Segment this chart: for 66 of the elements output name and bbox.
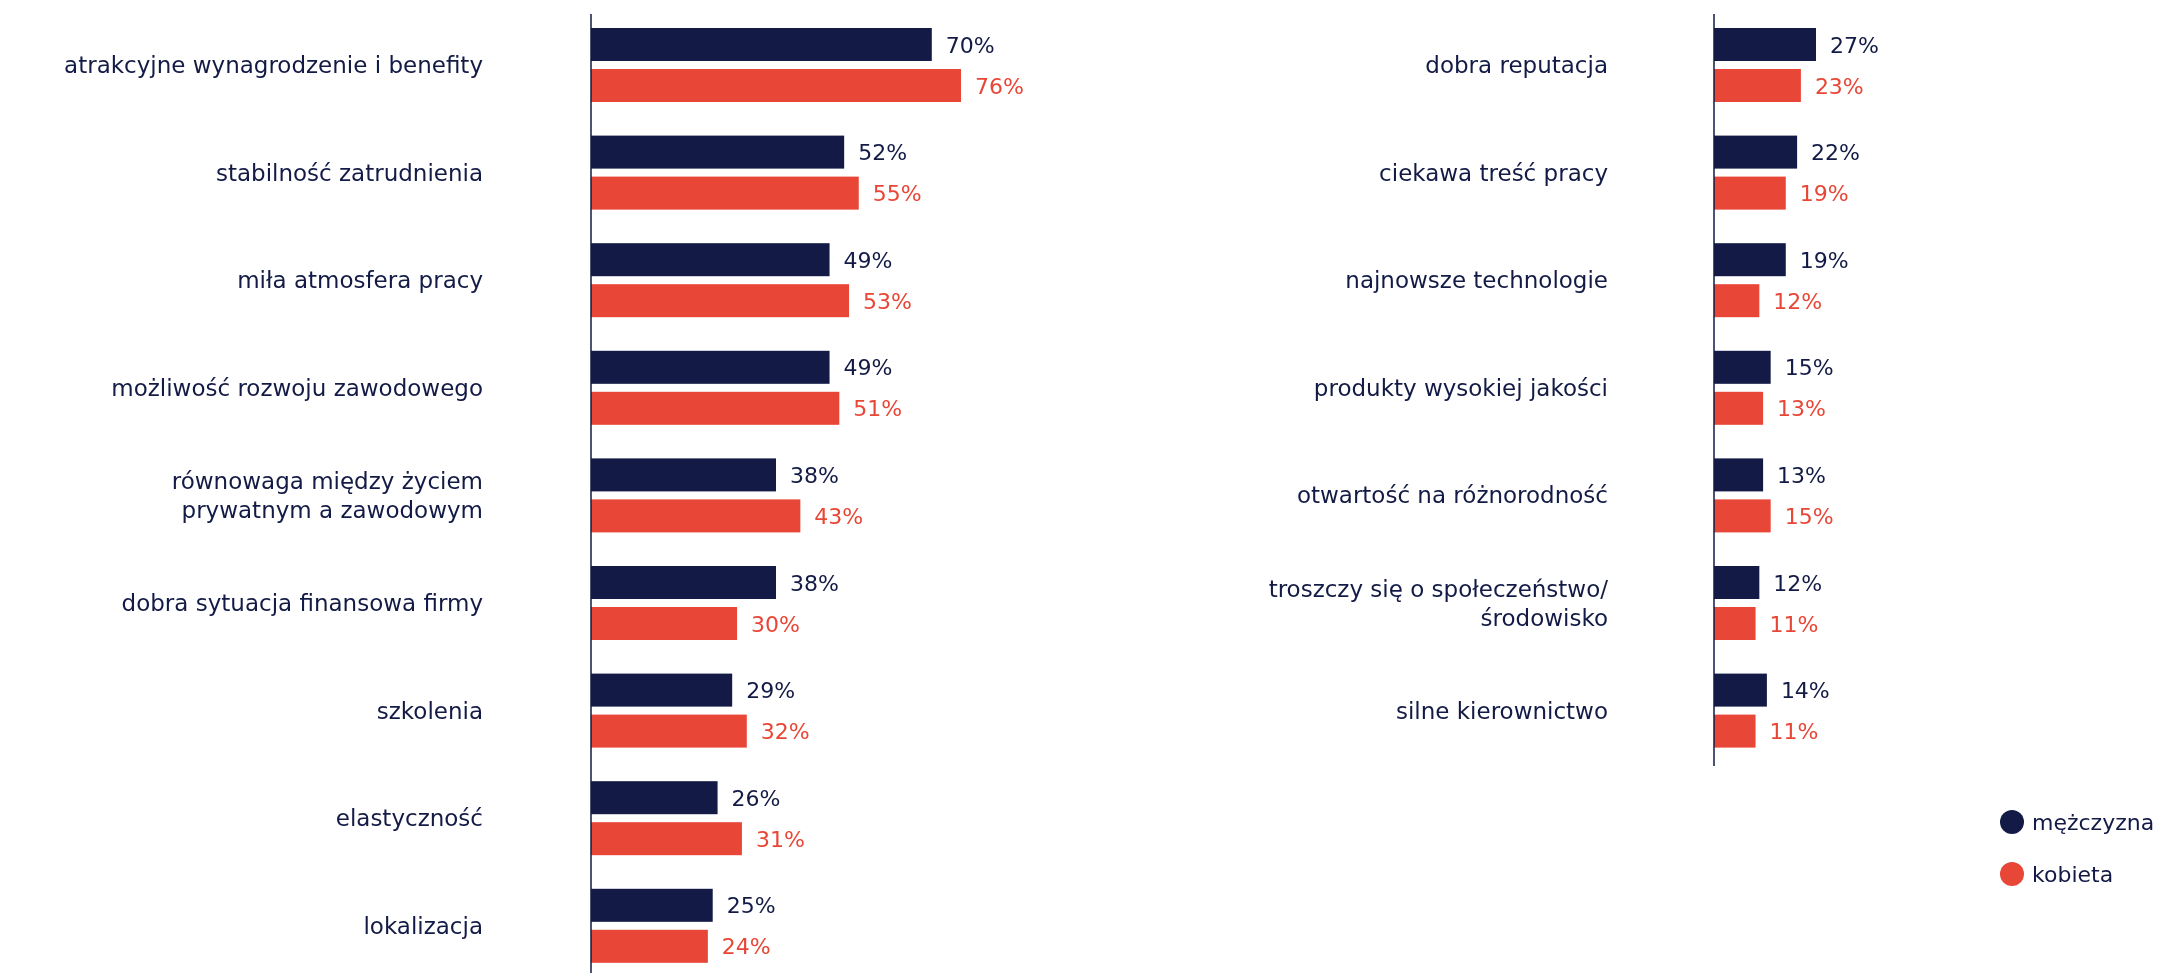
y-tick-label: silne kierownictwo bbox=[1395, 697, 1608, 724]
bar bbox=[1714, 176, 1786, 210]
data-label: 49% bbox=[843, 247, 893, 273]
data-label: 13% bbox=[1777, 396, 1827, 422]
data-label: 52% bbox=[858, 140, 908, 166]
data-label: 32% bbox=[760, 719, 810, 745]
data-label: 29% bbox=[746, 678, 796, 704]
data-label: 76% bbox=[975, 73, 1024, 99]
data-label: 38% bbox=[790, 462, 839, 488]
data-label: 55% bbox=[872, 181, 922, 207]
data-label: 11% bbox=[1769, 719, 1819, 745]
y-tick-label: dobra reputacja bbox=[1425, 52, 1608, 78]
bar bbox=[1714, 714, 1756, 748]
y-tick-label: produkty wysokiej jakości bbox=[1313, 374, 1608, 401]
data-label: 30% bbox=[751, 611, 800, 637]
y-tick-label: elastyczność bbox=[335, 805, 483, 832]
y-tick-label: dobra sytuacja finansowa firmy bbox=[121, 590, 483, 616]
legend-label: kobieta bbox=[2032, 862, 2114, 887]
bar bbox=[591, 69, 961, 102]
y-tick-label: najnowsze technologie bbox=[1345, 267, 1608, 294]
data-label: 13% bbox=[1777, 462, 1827, 488]
data-label: 22% bbox=[1811, 140, 1861, 166]
data-label: 51% bbox=[853, 396, 903, 422]
data-label: 15% bbox=[1784, 355, 1834, 381]
y-tick-label: równowaga między życiem prywatnym a zawodowym bbox=[171, 467, 483, 523]
data-label: 27% bbox=[1830, 32, 1879, 58]
data-label: 38% bbox=[790, 570, 839, 596]
bar bbox=[591, 176, 859, 210]
data-label: 19% bbox=[1799, 247, 1849, 273]
data-label: 12% bbox=[1773, 570, 1823, 596]
y-tick-label: troszczy się o społeczeństwo/ środowisko bbox=[1268, 575, 1609, 631]
y-tick-label: lokalizacja bbox=[363, 912, 483, 939]
data-label: 70% bbox=[945, 32, 995, 58]
data-label: 53% bbox=[863, 288, 912, 314]
data-label: 11% bbox=[1769, 611, 1819, 637]
bar bbox=[1714, 607, 1756, 640]
data-label: 14% bbox=[1780, 678, 1830, 704]
y-tick-label: ciekawa treść pracy bbox=[1379, 159, 1608, 186]
data-label: 12% bbox=[1773, 288, 1823, 314]
bar bbox=[1714, 69, 1801, 102]
bar bbox=[591, 929, 708, 963]
data-label: 31% bbox=[755, 826, 805, 852]
y-tick-label: atrakcyjne wynagrodzenie i benefity bbox=[64, 52, 483, 78]
data-label: 19% bbox=[1799, 181, 1849, 207]
bar bbox=[1714, 499, 1771, 533]
bar bbox=[1714, 284, 1760, 318]
data-label: 49% bbox=[843, 355, 893, 381]
bar bbox=[591, 607, 738, 640]
y-tick-label: stabilność zatrudnienia bbox=[215, 159, 483, 186]
bar bbox=[591, 391, 840, 425]
y-tick-label: szkolenia bbox=[376, 697, 483, 724]
data-label: 15% bbox=[1784, 503, 1834, 529]
y-tick-label: miła atmosfera pracy bbox=[237, 267, 483, 294]
data-label: 43% bbox=[814, 503, 864, 529]
y-tick-label: możliwość rozwoju zawodowego bbox=[111, 374, 483, 401]
bar bbox=[591, 822, 742, 856]
legend-label: mężczyzna bbox=[2032, 810, 2155, 835]
data-label: 24% bbox=[721, 934, 771, 960]
bar bbox=[591, 284, 850, 318]
data-label: 25% bbox=[726, 893, 776, 919]
bar bbox=[591, 714, 747, 748]
bar bbox=[591, 499, 801, 533]
y-tick-label: otwartość na różnorodność bbox=[1296, 482, 1608, 509]
bar bbox=[1714, 391, 1764, 425]
data-label: 26% bbox=[731, 785, 781, 811]
data-label: 23% bbox=[1814, 73, 1864, 99]
